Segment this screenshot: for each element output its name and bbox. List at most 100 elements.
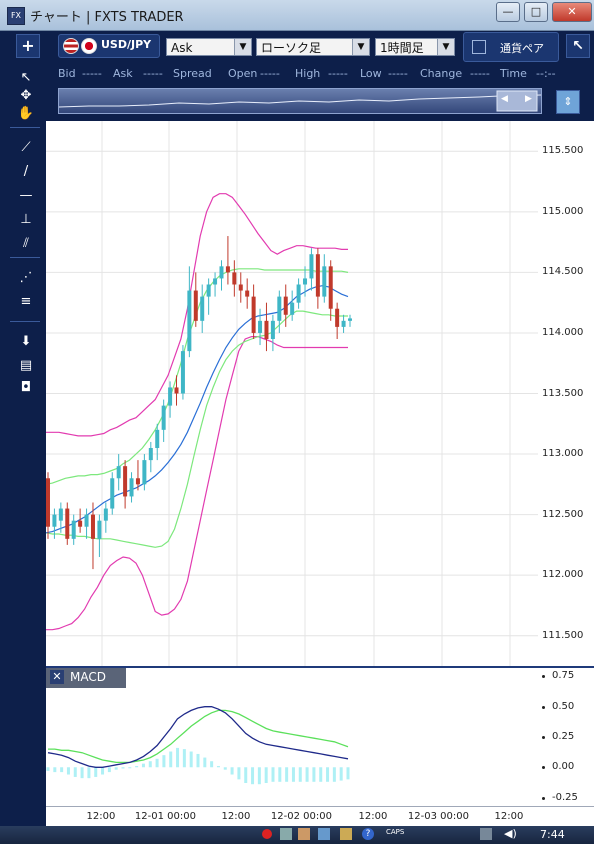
macd-tick-mark (542, 705, 545, 709)
scroll-left-icon[interactable]: ◀ (501, 94, 508, 104)
app-tray-icon[interactable] (298, 828, 310, 840)
compare-checkbox[interactable] (472, 40, 486, 54)
zoom-fit-icon[interactable]: ⇕ (556, 90, 580, 114)
macd-histogram-bar (60, 767, 64, 773)
macd-pane[interactable] (46, 668, 539, 806)
drawing-tools: ↖ ✥ ✋ ⟋ / — ⊥ ⫽ ⋰ ≡ ⬇ ▤ ◘ (0, 63, 46, 844)
candle-up (348, 318, 352, 321)
macd-histogram-bar (339, 767, 343, 781)
change-value: ----- (470, 67, 490, 80)
horizontal-line-tool[interactable]: — (19, 188, 33, 203)
macd-tick-mark (542, 796, 545, 800)
timeframe-select[interactable]: 1時間足 ▼ (375, 38, 455, 56)
candle-up (277, 296, 282, 321)
fibonacci-tool[interactable]: ≡ (20, 294, 32, 309)
camera-tool[interactable]: ◘ (20, 380, 32, 395)
high-label: High (295, 67, 321, 80)
chart-type-select[interactable]: ローソク足 ▼ (256, 38, 370, 56)
low-label: Low (360, 67, 382, 80)
tool-divider (10, 257, 40, 258)
minimize-button[interactable]: — (496, 2, 520, 22)
symbol-selector[interactable]: USD/JPY (58, 34, 160, 58)
fan-tool[interactable]: ⋰ (19, 270, 33, 285)
scroll-right-icon[interactable]: ▶ (525, 94, 532, 104)
candle-up (103, 508, 108, 521)
low-value: ----- (388, 67, 408, 80)
add-chart-button[interactable]: + (16, 34, 40, 58)
price-tick-label: 111.500 (542, 629, 584, 641)
candle-up (97, 520, 102, 539)
candle-up (206, 284, 211, 297)
macd-tick-label: 0.50 (552, 700, 575, 712)
macd-histogram-bar (176, 747, 180, 768)
macd-histogram-bar (80, 767, 84, 779)
vertical-line-tool[interactable]: ⊥ (20, 212, 32, 227)
download-tool[interactable]: ⬇ (20, 334, 32, 349)
bollinger-lower-line (46, 336, 348, 631)
clock: 7:44 (540, 828, 565, 841)
price-axis: 115.500 115.000 114.500 114.000 113.500 113.0… (538, 121, 594, 666)
macd-histogram-bar (196, 753, 200, 768)
macd-chart-canvas (46, 706, 350, 785)
macd-histogram-bar (223, 767, 227, 770)
display-icon[interactable] (480, 828, 492, 840)
macd-histogram-bar (312, 767, 316, 782)
caps-indicator: CAPS (386, 828, 405, 836)
candle-up (155, 429, 160, 448)
alert-icon[interactable] (262, 829, 272, 839)
macd-histogram-bar (210, 761, 214, 768)
help-icon[interactable]: ? (362, 828, 374, 840)
price-tick-label: 114.500 (542, 266, 584, 278)
macd-histogram-bar (305, 767, 309, 782)
macd-histogram-bar (148, 761, 152, 768)
macd-tick-label: 0.75 (552, 670, 575, 682)
ask-label: Ask (113, 67, 133, 80)
candle-up (303, 278, 308, 285)
currency-compare-button[interactable]: 通貨ペア (463, 32, 559, 62)
macd-histogram-bar (135, 766, 139, 768)
candle-up (58, 508, 63, 521)
macd-histogram-bar (141, 763, 145, 768)
cursor-tool[interactable]: ↖ (20, 70, 32, 85)
candle-up (309, 254, 314, 279)
candle-down (232, 272, 237, 285)
candle-down (225, 266, 230, 273)
volume-icon[interactable]: ◀) (504, 827, 517, 840)
candle-up (142, 460, 147, 485)
candle-up (270, 320, 275, 339)
folder-icon[interactable] (340, 828, 352, 840)
trend-tool[interactable]: ⟋ (21, 140, 31, 155)
network-icon[interactable] (280, 828, 292, 840)
detach-icon[interactable]: ↖ (566, 34, 590, 58)
price-tick-label: 113.500 (542, 387, 584, 399)
tray-icon[interactable] (318, 828, 330, 840)
open-label: Open (228, 67, 258, 80)
hand-tool[interactable]: ✋ (17, 106, 35, 121)
time-tick-label: 12-02 00:00 (270, 811, 332, 822)
crosshair-tool[interactable]: ✥ (20, 88, 32, 103)
maximize-button[interactable]: □ (524, 2, 548, 22)
time-tick-label: 12-03 00:00 (407, 811, 469, 822)
close-button[interactable]: ✕ (552, 2, 592, 22)
time-tick-label: 12:00 (494, 811, 524, 822)
macd-histogram-bar (278, 767, 282, 782)
macd-histogram-bar (257, 767, 261, 785)
candle-up (148, 448, 153, 461)
macd-histogram-bar (264, 767, 268, 783)
list-tool[interactable]: ▤ (19, 358, 33, 373)
pane-separator[interactable] (46, 666, 594, 668)
macd-title: MACD (70, 670, 106, 684)
candle-up (322, 266, 327, 297)
candle-down (78, 520, 83, 527)
macd-histogram-bar (332, 767, 336, 782)
change-label: Change (420, 67, 463, 80)
close-indicator-icon[interactable]: ✕ (50, 670, 64, 684)
chart-navigator[interactable]: ◀ ▶ (58, 88, 542, 114)
candle-up (258, 320, 263, 333)
line-tool[interactable]: / (23, 164, 29, 179)
price-chart[interactable] (46, 121, 539, 666)
bollinger-inner-lower-line (46, 310, 348, 548)
channel-tool[interactable]: ⫽ (23, 236, 29, 251)
candle-down (245, 290, 250, 297)
price-type-select[interactable]: Ask ▼ (166, 38, 252, 56)
